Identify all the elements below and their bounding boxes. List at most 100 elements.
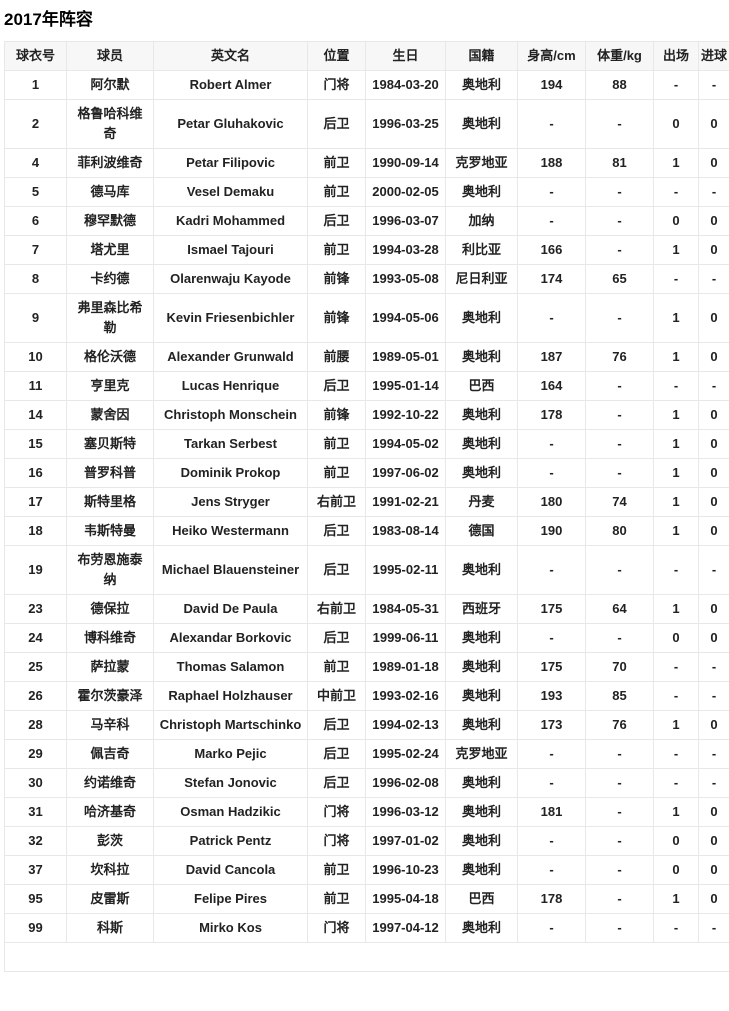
cell-jersey-number: 28 [4,710,67,740]
cell-height: 180 [517,487,586,517]
cell-position: 门将 [307,797,366,827]
table-row: 28 马辛科 Christoph Martschinko 后卫 1994-02-13 奥地… [4,710,729,740]
cell-jersey-number: 5 [4,177,67,207]
cell-nationality: 奥地利 [445,177,518,207]
table-row: 2 格鲁哈科维奇 Petar Gluhakovic 后卫 1996-03-25 奥地利 - -… [4,99,729,149]
cell-height: 193 [517,681,586,711]
cell-appearances: 1 [653,884,699,914]
cell-height: 173 [517,710,586,740]
cell-height: - [517,206,586,236]
cell-jersey-number: 95 [4,884,67,914]
cell-height: - [517,99,586,149]
cell-appearances: 0 [653,99,699,149]
cell-position: 前锋 [307,400,366,430]
cell-goals: - [698,681,729,711]
cell-player-name: 博科维奇 [66,623,154,653]
cell-appearances: 1 [653,293,699,343]
cell-nationality: 尼日利亚 [445,264,518,294]
cell-english-name: Alexandar Borkovic [153,623,308,653]
cell-english-name: Lucas Henrique [153,371,308,401]
cell-position: 右前卫 [307,594,366,624]
cell-appearances: - [653,264,699,294]
cell-position: 前卫 [307,458,366,488]
cell-jersey-number: 11 [4,371,67,401]
cell-nationality: 丹麦 [445,487,518,517]
cell-weight: 70 [585,652,654,682]
cell-position: 前腰 [307,342,366,372]
cell-jersey-number: 16 [4,458,67,488]
cell-birthday: 1995-04-18 [365,884,446,914]
cell-nationality: 奥地利 [445,768,518,798]
empty-row [4,942,729,972]
cell-weight: - [585,797,654,827]
cell-nationality: 德国 [445,516,518,546]
table-row: 15 塞贝斯特 Tarkan Serbest 前卫 1994-05-02 奥地利 - -1 0 [4,429,729,459]
page-title: 2017年阵容 [4,10,93,29]
cell-english-name: Mirko Kos [153,913,308,943]
cell-nationality: 奥地利 [445,342,518,372]
cell-nationality: 奥地利 [445,99,518,149]
cell-player-name: 蒙舍因 [66,400,154,430]
table-row: 26 霍尔茨豪泽 Raphael Holzhauser 中前卫 1993-02-16 奥地… [4,681,729,711]
cell-english-name: Jens Stryger [153,487,308,517]
cell-weight: 88 [585,70,654,100]
cell-jersey-number: 8 [4,264,67,294]
cell-english-name: Kevin Friesenbichler [153,293,308,343]
header-row: 球衣号 球员 英文名 位置 生日 国籍 身高/cm 体重/kg 出场 进球 [4,41,729,71]
cell-appearances: - [653,545,699,595]
cell-appearances: 1 [653,429,699,459]
cell-appearances: 0 [653,206,699,236]
cell-english-name: Robert Almer [153,70,308,100]
cell-position: 后卫 [307,371,366,401]
roster-table-header: 球衣号 球员 英文名 位置 生日 国籍 身高/cm 体重/kg 出场 进球 [4,41,729,71]
cell-player-name: 德保拉 [66,594,154,624]
table-row: 37 坎科拉 David Cancola 前卫 1996-10-23 奥地利 - -0 0 [4,855,729,885]
cell-goals: 0 [698,342,729,372]
cell-player-name: 穆罕默德 [66,206,154,236]
cell-goals: - [698,371,729,401]
column-header-position: 位置 [307,41,366,71]
cell-player-name: 韦斯特曼 [66,516,154,546]
cell-goals: 0 [698,594,729,624]
cell-goals: 0 [698,487,729,517]
cell-birthday: 1993-02-16 [365,681,446,711]
cell-position: 后卫 [307,710,366,740]
cell-goals: 0 [698,400,729,430]
cell-goals: - [698,177,729,207]
cell-jersey-number: 30 [4,768,67,798]
cell-english-name: Christoph Martschinko [153,710,308,740]
cell-birthday: 1989-05-01 [365,342,446,372]
cell-player-name: 霍尔茨豪泽 [66,681,154,711]
cell-birthday: 2000-02-05 [365,177,446,207]
table-row: 32 彭茨 Patrick Pentz 门将 1997-01-02 奥地利 - -0 0 [4,826,729,856]
cell-english-name: Stefan Jonovic [153,768,308,798]
cell-jersey-number: 37 [4,855,67,885]
cell-goals: 0 [698,293,729,343]
cell-english-name: Raphael Holzhauser [153,681,308,711]
cell-birthday: 1996-03-12 [365,797,446,827]
cell-weight: - [585,177,654,207]
cell-height: - [517,545,586,595]
cell-jersey-number: 7 [4,235,67,265]
cell-appearances: - [653,70,699,100]
cell-position: 前卫 [307,884,366,914]
cell-nationality: 奥地利 [445,913,518,943]
cell-player-name: 科斯 [66,913,154,943]
cell-position: 前卫 [307,855,366,885]
cell-position: 前卫 [307,148,366,178]
cell-jersey-number: 10 [4,342,67,372]
cell-jersey-number: 4 [4,148,67,178]
column-header-player-name: 球员 [66,41,154,71]
cell-appearances: 1 [653,148,699,178]
table-row: 11 亨里克 Lucas Henrique 后卫 1995-01-14 巴西 164- - - [4,371,729,401]
cell-height: - [517,768,586,798]
cell-birthday: 1995-01-14 [365,371,446,401]
cell-goals: 0 [698,855,729,885]
cell-position: 前卫 [307,235,366,265]
cell-goals: - [698,264,729,294]
cell-weight: - [585,855,654,885]
cell-weight: - [585,293,654,343]
cell-nationality: 奥地利 [445,429,518,459]
cell-appearances: - [653,739,699,769]
